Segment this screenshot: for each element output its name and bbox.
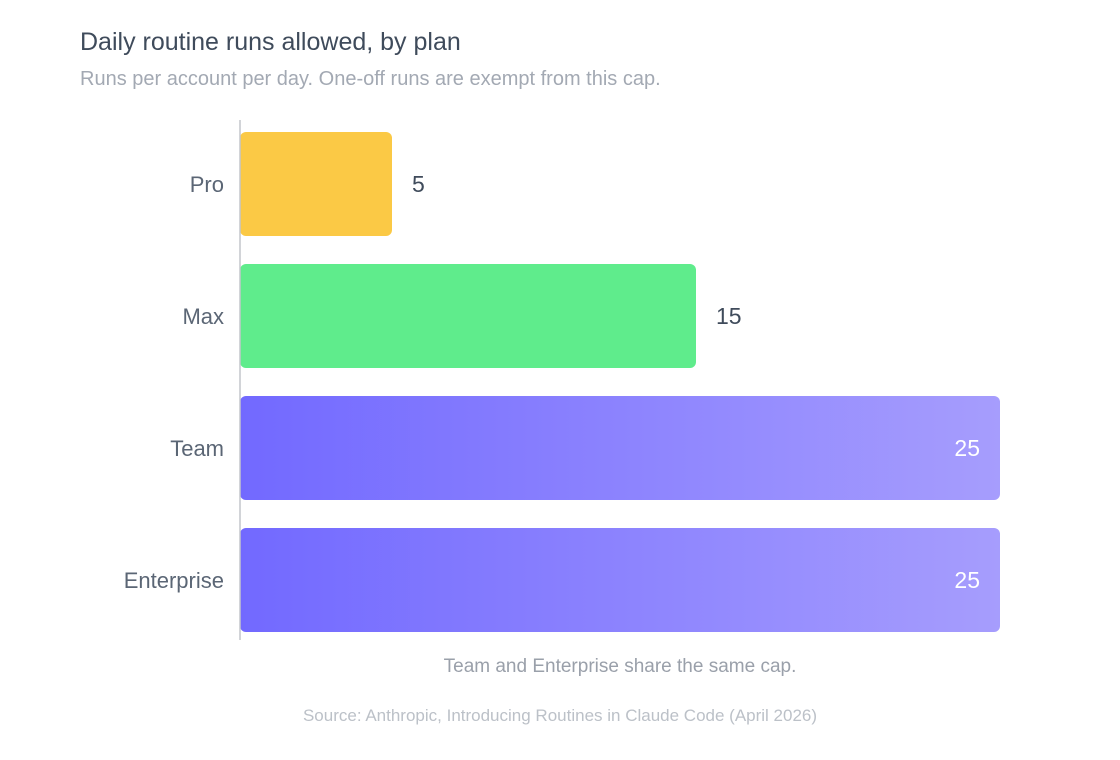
bar-enterprise — [240, 528, 1000, 632]
chart-subtitle: Runs per account per day. One-off runs a… — [80, 68, 661, 90]
value-label-enterprise: 25 — [954, 567, 980, 593]
value-label-pro: 5 — [412, 171, 425, 197]
chart-source: Source: Anthropic, Introducing Routines … — [302, 706, 818, 725]
chart-annotation: Team and Enterprise share the same cap. — [443, 656, 797, 677]
category-label-max: Max — [182, 304, 224, 329]
value-label-max: 15 — [716, 303, 742, 329]
bar-team — [240, 396, 1000, 500]
value-label-team: 25 — [954, 435, 980, 461]
bar-pro — [240, 132, 392, 236]
chart-title: Daily routine runs allowed, by plan — [80, 28, 461, 56]
bar-max — [240, 264, 696, 368]
bar-chart: Pro 5 Max 15 Team 25 Enterprise 25 — [124, 120, 1000, 640]
category-label-enterprise: Enterprise — [124, 568, 224, 593]
category-label-pro: Pro — [190, 172, 224, 197]
category-label-team: Team — [170, 436, 224, 461]
